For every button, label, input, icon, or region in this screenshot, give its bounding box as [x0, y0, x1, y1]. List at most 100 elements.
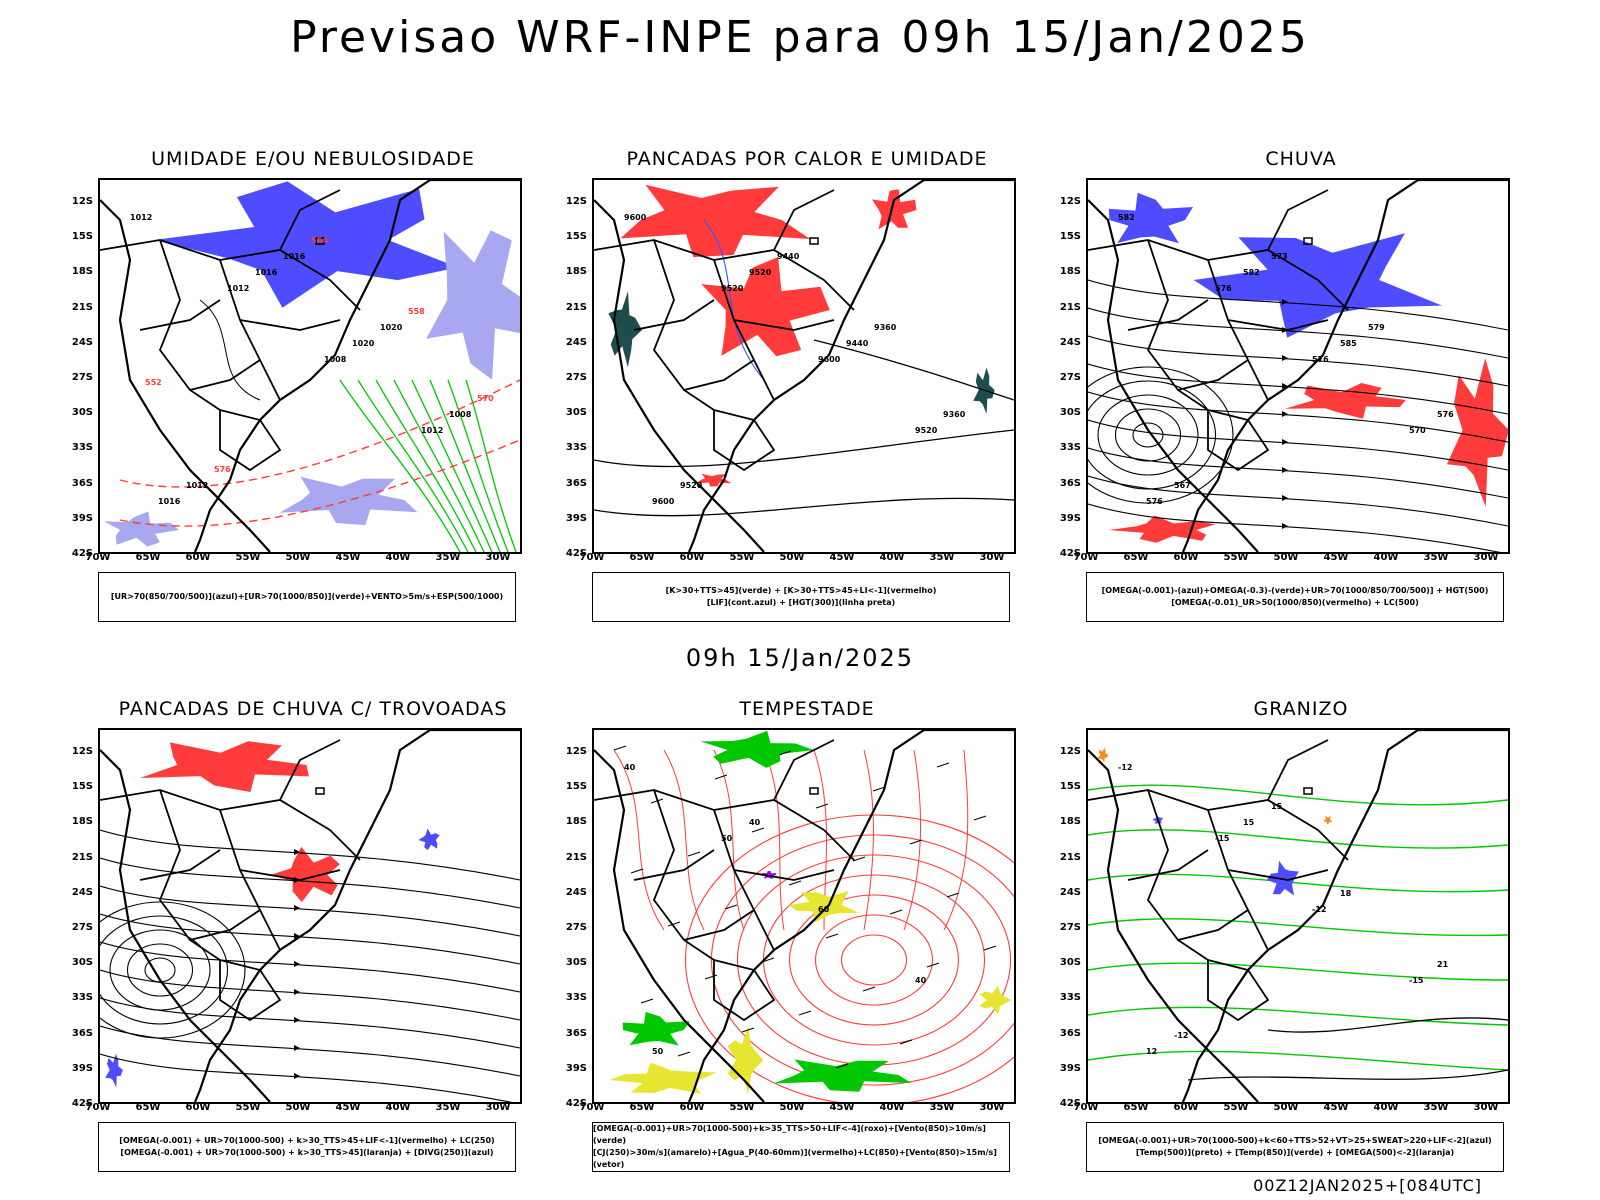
contour-label: 40: [915, 976, 927, 985]
contour-label: 9520: [915, 426, 938, 435]
latitude-tick-label: 30S: [565, 957, 587, 969]
uruguay-outline: [219, 408, 282, 472]
legend-line: [LIF](cont.azul) + [HGT(300)](linha pret…: [706, 598, 896, 607]
severe-area-purple: [762, 870, 777, 879]
map-canvas: [100, 730, 520, 1102]
contour-label: 558: [408, 307, 425, 316]
wind-vector: [936, 762, 950, 768]
legend-box: [OMEGA(-0.001) + UR>70(1000-500) + k>30_…: [98, 1122, 516, 1172]
latitude-tick-label: 15S: [71, 231, 93, 243]
wind-vector: [852, 856, 866, 862]
wind-vector: [889, 909, 903, 915]
longitude-tick-label: 40W: [879, 552, 905, 563]
rain-area-red: [1285, 383, 1406, 419]
streamline-arrow: [294, 989, 300, 995]
contour-label: 60: [818, 905, 830, 914]
coastline: [1088, 180, 1508, 552]
legend-line: [CJ(250)>30m/s](amarelo)+[Agua_P(40-60mm…: [593, 1148, 997, 1169]
height-contour: [594, 429, 1014, 468]
latitude-tick-label: 24S: [71, 336, 93, 348]
longitude-tick-label: 70W: [85, 552, 111, 563]
contour-label: 582: [1118, 213, 1135, 222]
federal-district-marker: [809, 237, 819, 245]
longitude-tick-label: 35W: [1423, 1102, 1449, 1113]
contour-label: 9600: [624, 213, 647, 222]
contour-label: 40: [624, 763, 636, 772]
latitude-tick-label: 15S: [565, 231, 587, 243]
map-frame: [98, 728, 522, 1104]
map-canvas: 40 50 60 40 50 40: [594, 730, 1014, 1102]
divergence-area-blue: [105, 1053, 123, 1088]
wind-vector: [973, 815, 987, 821]
longitude-tick-label: 60W: [1173, 552, 1199, 563]
longitude-tick-label: 50W: [285, 1102, 311, 1113]
latitude-tick-label: 30S: [71, 407, 93, 419]
longitude-tick-label: 40W: [879, 1102, 905, 1113]
latitude-tick-label: 42S: [565, 1098, 587, 1109]
federal-district-marker: [809, 787, 819, 795]
legend-box: [OMEGA(-0.001)+UR>70(1000-500)+k>35_TTS>…: [592, 1122, 1010, 1172]
rain-area-blue: [1193, 233, 1442, 338]
wind-vector: [983, 945, 997, 951]
longitude-tick-label: 35W: [929, 552, 955, 563]
latitude-tick-label: 21S: [565, 301, 587, 313]
contour-label: 1012: [421, 426, 443, 435]
coastline: [100, 180, 520, 552]
lifted-index-contour: [703, 219, 765, 381]
latitude-tick-label: 12S: [1059, 196, 1081, 207]
wind-area-green: [773, 1059, 912, 1092]
federal-district-marker: [315, 237, 325, 245]
longitude-tick-label: 65W: [1123, 1102, 1149, 1113]
divergence-area-blue: [418, 828, 440, 851]
panel-title: CHUVA: [1265, 148, 1337, 170]
longitude-tick-label: 35W: [435, 552, 461, 563]
contour-label: 570: [1409, 426, 1426, 435]
streamline: [1088, 279, 1508, 331]
latitude-tick-label: 24S: [1059, 336, 1081, 348]
wind-vector: [724, 904, 738, 910]
pressure-contour: [199, 299, 261, 401]
latitude-tick-label: 24S: [565, 886, 587, 898]
legend-box: [UR>70(850/700/500)](azul)+[UR>70(1000/8…: [98, 572, 516, 622]
cyclone-contour: [100, 901, 246, 1039]
streamline-arrow: [294, 1045, 300, 1051]
wind-vector: [667, 921, 681, 927]
streamline: [1088, 335, 1508, 387]
longitude-tick-label: 65W: [1123, 552, 1149, 563]
contour-label: 1008: [324, 355, 347, 364]
contour-label: 1012: [227, 284, 249, 293]
streamline-arrow: [1282, 523, 1288, 529]
streamline: [1088, 419, 1508, 471]
contour-label: 1020: [380, 323, 403, 332]
longitude-tick-label: 45W: [335, 552, 361, 563]
longitude-tick-label: 35W: [1423, 552, 1449, 563]
coastline: [594, 180, 1014, 552]
rain-area-red: [1108, 515, 1216, 543]
country-borders: [1088, 189, 1349, 411]
legend-box: [K>30+TTS>45](verde) + [K>30+TTS>45+LI<-…: [592, 572, 1010, 622]
uruguay-outline: [713, 958, 776, 1022]
contour-label: 1012: [130, 213, 152, 222]
temperature-850-contour: [1088, 1006, 1508, 1026]
map-frame: 1012 1012 1008 1012 1016 1016 1020 1008 1012 1016…: [98, 178, 522, 554]
longitude-tick-label: 65W: [135, 552, 161, 563]
latitude-tick-label: 30S: [1059, 957, 1081, 969]
federal-district-marker: [1303, 787, 1313, 795]
streamline-arrow: [294, 961, 300, 967]
latitude-tick-label: 30S: [565, 407, 587, 419]
cyclone-contour: [1088, 380, 1217, 490]
longitude-tick-label: 30W: [1473, 1102, 1499, 1113]
jet-area-yellow: [727, 1026, 764, 1094]
cyclone-contour: [100, 915, 229, 1025]
longitude-tick-label: 50W: [285, 552, 311, 563]
contour-label: 1008: [449, 410, 472, 419]
humidity-area-light: [426, 230, 520, 380]
wind-vector: [946, 892, 960, 898]
latitude-tick-label: 21S: [1059, 301, 1081, 313]
latitude-tick-label: 36S: [565, 477, 587, 489]
legend-box: [OMEGA(-0.001)+UR>70(1000-500)+k<60+TTS>…: [1086, 1122, 1504, 1172]
wind-vector: [613, 745, 627, 751]
contour-label: 576: [1312, 355, 1329, 364]
latitude-tick-label: 27S: [565, 922, 587, 933]
precipitable-water-contour: [685, 814, 1014, 1102]
